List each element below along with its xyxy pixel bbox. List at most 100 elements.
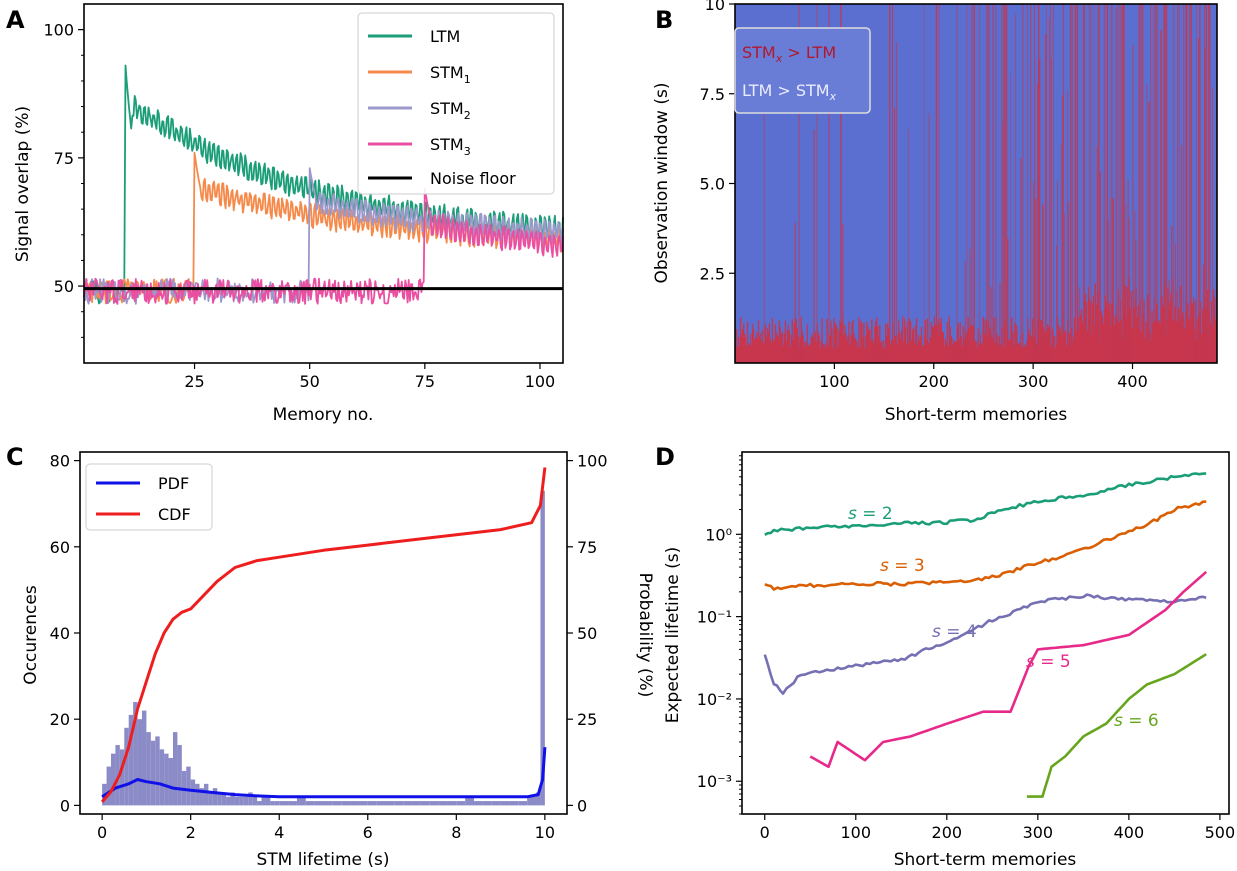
heatmap-cell-stm — [797, 336, 799, 363]
heatmap-cell-stm — [783, 333, 785, 363]
histogram-bar — [420, 801, 430, 806]
heatmap-cell-stm — [927, 342, 930, 363]
heatmap-stripe-stm — [1139, 4, 1141, 299]
heatmap-cell-stm — [1170, 293, 1172, 363]
heatmap-cell-stm — [830, 320, 832, 363]
heatmap-cell-stm — [778, 320, 781, 363]
heatmap-cell-stm — [1043, 326, 1045, 363]
heatmap-cell-stm — [957, 323, 959, 363]
histogram-bar — [447, 801, 457, 806]
heatmap-cell-stm — [990, 333, 992, 363]
heatmap-cell-stm — [984, 333, 986, 363]
heatmap-stripe-stm — [1067, 201, 1069, 345]
histogram-bar — [518, 801, 528, 806]
panel-c-xlabel: STM lifetime (s) — [256, 850, 389, 870]
heatmap-cell-stm — [1091, 302, 1094, 363]
panel-d-ticks: 0 100 200 300 400 500 10⁻³ 10⁻² 10⁻¹ 10⁰ — [697, 455, 1235, 842]
heatmap-stripe-stm — [935, 4, 938, 345]
heatmap-cell-stm — [848, 321, 850, 363]
annotation-s4-var: s — [932, 622, 941, 642]
heatmap-stripe-stm — [1186, 4, 1188, 304]
histogram-bar — [141, 710, 147, 806]
heatmap-cell-stm — [966, 331, 968, 363]
legend-ltm-wins-sub: x — [829, 90, 837, 103]
heatmap-cell-stm — [883, 340, 885, 363]
heatmap-cell-stm — [1102, 323, 1105, 363]
legend-label-stm1: STM1 — [430, 63, 471, 86]
heatmap-cell-stm — [1157, 322, 1159, 363]
heatmap-cell-stm — [947, 346, 949, 363]
heatmap-cell-stm — [763, 342, 766, 363]
heatmap-cell-stm — [1196, 341, 1198, 363]
heatmap-stripe-stm — [1119, 4, 1121, 300]
heatmap-cell-stm — [1198, 314, 1200, 363]
heatmap-cell-stm — [1194, 329, 1196, 363]
histogram-bar — [217, 792, 222, 806]
heatmap-cell-stm — [960, 336, 962, 363]
heatmap-cell-stm — [761, 329, 764, 363]
heatmap-cell-stm — [1166, 320, 1168, 363]
heatmap-cell-stm — [785, 341, 787, 363]
heatmap-cell-stm — [1175, 290, 1177, 363]
heatmap-cell-stm — [768, 323, 771, 363]
heatmap-cell-stm — [853, 333, 855, 363]
heatmap-cell-stm — [1188, 317, 1190, 363]
heatmap-cell-stm — [1203, 315, 1205, 363]
heatmap-cell-stm — [886, 336, 888, 363]
heatmap-cell-stm — [1134, 299, 1136, 363]
heatmap-stripe-stm — [1027, 4, 1028, 319]
heatmap-stripe-stm — [938, 4, 940, 336]
series-line-s3 — [764, 500, 1207, 591]
legend-label-stm-wins: STMx > LTM — [742, 43, 836, 65]
heatmap-cell-stm — [1159, 323, 1161, 363]
heatmap-cell-stm — [978, 344, 980, 363]
heatmap-stripe-stm — [966, 4, 968, 332]
heatmap-cell-stm — [847, 336, 849, 363]
heatmap-cell-stm — [879, 325, 881, 363]
histogram-bar — [159, 749, 165, 806]
heatmap-cell-stm — [997, 345, 999, 363]
panel-b-frame — [734, 3, 1218, 364]
heatmap-cell-stm — [922, 345, 925, 363]
heatmap-cell-stm — [1023, 346, 1025, 363]
heatmap-cell-stm — [1035, 326, 1037, 363]
heatmap-cell-stm — [1016, 325, 1018, 363]
heatmap-cell-stm — [796, 327, 798, 363]
heatmap-cell-stm — [1204, 298, 1206, 363]
heatmap-cell-stm — [864, 348, 866, 363]
heatmap-cell-stm — [999, 344, 1001, 363]
heatmap-stripe-stm — [1003, 4, 1005, 348]
heatmap-cell-stm — [985, 320, 987, 363]
histogram-bar — [358, 801, 368, 806]
heatmap-cell-stm — [1212, 326, 1214, 363]
heatmap-cell-stm — [1107, 310, 1109, 363]
heatmap-cell-stm — [977, 328, 979, 363]
heatmap-cell-stm — [795, 318, 797, 363]
heatmap-cell-stm — [842, 317, 844, 363]
heatmap-cell-stm — [1056, 343, 1058, 363]
heatmap-cell-stm — [889, 331, 891, 363]
heatmap-stripe-stm — [1037, 83, 1039, 320]
panel-c-xtick-label: 4 — [274, 823, 284, 842]
histogram-bar — [212, 788, 218, 806]
heatmap-cell-stm — [747, 342, 750, 363]
heatmap-stripe-stm — [979, 4, 981, 334]
heatmap-cell-stm — [1038, 321, 1040, 363]
heatmap-cell-stm — [1105, 301, 1107, 363]
heatmap-stripe-stm — [999, 282, 1001, 345]
heatmap-cell-stm — [888, 328, 890, 363]
heatmap-cell-stm — [1139, 298, 1141, 363]
heatmap-cell-stm — [789, 346, 791, 363]
histogram-bar — [385, 801, 395, 806]
heatmap-cell-stm — [1025, 346, 1027, 363]
heatmap-stripe-stm — [1125, 202, 1127, 318]
heatmap-cell-stm — [820, 340, 822, 363]
histogram-bar — [195, 783, 200, 806]
heatmap-cell-stm — [938, 335, 941, 363]
heatmap-cell-stm — [1171, 320, 1173, 363]
heatmap-stripe-stm — [1060, 143, 1062, 335]
heatmap-cell-stm — [884, 347, 886, 363]
histogram-bar — [474, 801, 483, 806]
panel-letter-a: A — [6, 6, 25, 34]
